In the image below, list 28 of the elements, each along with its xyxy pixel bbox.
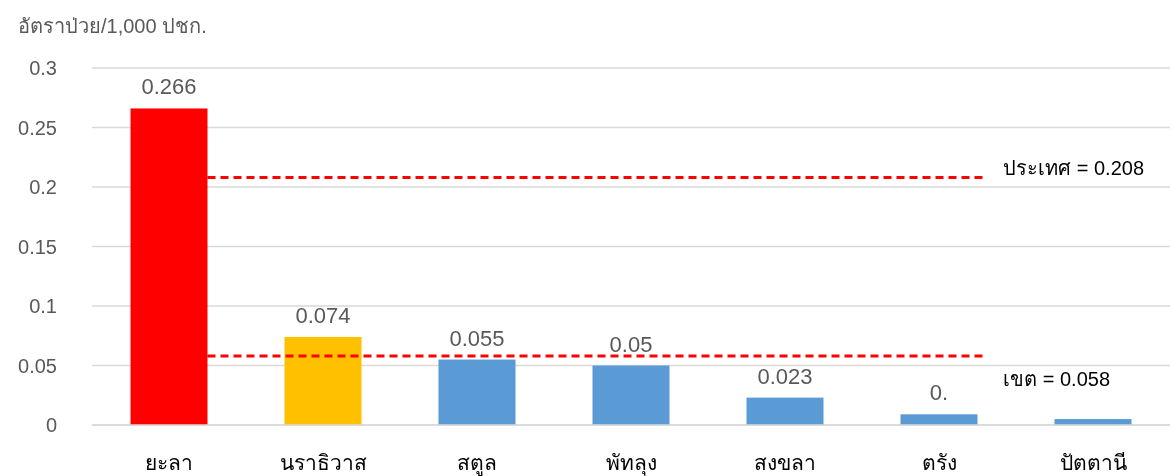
y-tick-label: 0.2 xyxy=(29,176,57,198)
x-tick-label: สงขลา xyxy=(754,451,816,474)
x-tick-label: นราธิวาส xyxy=(279,451,367,474)
bar xyxy=(284,336,362,425)
x-tick-label: สตูล xyxy=(457,451,497,476)
x-tick-label: ยะลา xyxy=(145,451,193,474)
ref-line-label: เขต = 0.058 xyxy=(1003,367,1111,390)
bar xyxy=(900,414,978,425)
bar xyxy=(438,359,516,425)
x-tick-label: ตรัง xyxy=(921,451,957,474)
y-axis-title: อัตราป่วย/1,000 ปชก. xyxy=(18,15,207,37)
data-label: 0.266 xyxy=(141,74,197,100)
data-label: 0.023 xyxy=(757,363,813,389)
x-tick-label: พัทลุง xyxy=(605,451,657,476)
y-tick-label: 0.05 xyxy=(18,354,57,377)
data-label: 0.055 xyxy=(449,325,505,351)
y-tick-label: 0 xyxy=(45,414,57,436)
data-label: 0. xyxy=(929,380,949,406)
data-label: 0.05 xyxy=(609,331,653,357)
ref-line-label: ประเทศ = 0.208 xyxy=(1003,157,1145,180)
y-tick-label: 0.25 xyxy=(18,116,57,139)
bar xyxy=(746,397,824,425)
bar xyxy=(592,365,670,425)
y-tick-label: 0.15 xyxy=(18,235,57,258)
y-tick-label: 0.1 xyxy=(29,295,57,317)
y-tick-label: 0.3 xyxy=(29,57,57,79)
data-label: 0.074 xyxy=(295,302,351,328)
x-tick-label: ปัตตานี xyxy=(1059,451,1127,474)
